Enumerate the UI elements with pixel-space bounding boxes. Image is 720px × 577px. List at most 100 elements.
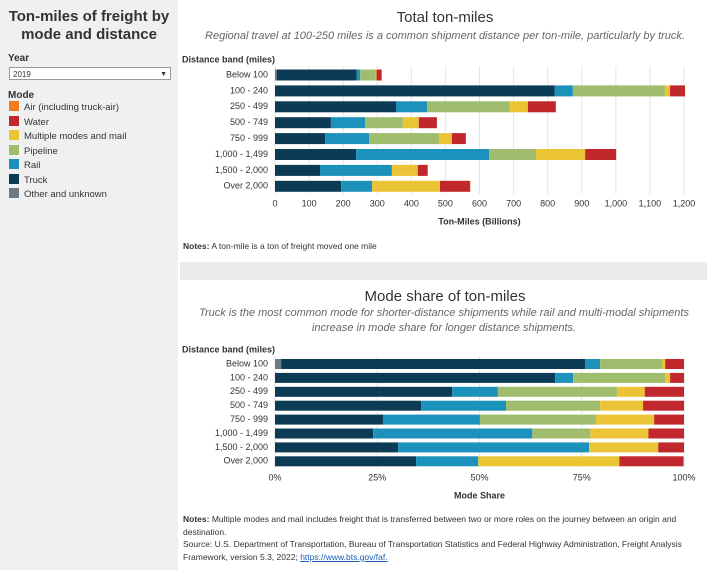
y-tick-label: 1,000 - 1,499 <box>215 149 268 159</box>
legend-item[interactable]: Water <box>9 115 49 129</box>
legend-swatch <box>9 173 19 184</box>
x-tick-label: 0% <box>268 472 281 482</box>
sidebar-title: Ton-miles of freight by mode and distanc… <box>8 8 170 43</box>
bar-segment: Multiple modes and mail <box>536 149 586 160</box>
bar-segment: Water <box>665 359 684 369</box>
bar-segment: Pipeline <box>532 428 591 439</box>
legend-item[interactable]: Multiple modes and mail <box>9 130 127 143</box>
x-tick-label: 0 <box>272 198 277 208</box>
notes-text: Multiple modes and mail includes freight… <box>183 514 677 537</box>
y-tick-label: Over 2,000 <box>223 456 268 466</box>
chart-subtitle: Regional travel at 100-250 miles is a co… <box>205 30 685 42</box>
x-tick-label: 400 <box>404 198 419 208</box>
bar-segment: Pipeline <box>489 149 537 160</box>
bar-segment: Multiple modes and mail <box>438 133 452 145</box>
dropdown-arrow[interactable]: ▼ <box>160 71 167 78</box>
bar-segment: Rail <box>319 164 392 176</box>
bar-segment: Multiple modes and mail <box>665 372 671 383</box>
mode-label: Mode <box>8 90 35 101</box>
y-axis-title: Distance band (miles) <box>182 344 275 354</box>
source-link[interactable]: https://www.bts.gov/faf. <box>300 551 388 562</box>
bar-segment: Multiple modes and mail <box>664 85 671 97</box>
bar-segment: Rail <box>356 149 490 160</box>
bar-segment: Water <box>376 69 382 81</box>
x-tick-label: 700 <box>506 198 521 208</box>
bar-segment: Water <box>658 442 684 453</box>
notes-label: Notes: <box>183 514 210 524</box>
bar-segment: Multiple modes and mail <box>662 359 666 369</box>
bar-segment: Multiple modes and mail <box>391 164 418 176</box>
sidebar: Ton-miles of freight by mode and distanc… <box>0 0 178 570</box>
x-tick-label: 50% <box>470 472 488 482</box>
bar-segment: Pipeline <box>427 101 510 113</box>
legend-label: Multiple modes and mail <box>24 131 127 142</box>
bar-segment: Multiple modes and mail <box>375 69 377 81</box>
bar-segment: Pipeline <box>479 414 597 425</box>
bar-segment: Pipeline <box>573 372 666 383</box>
legend-item[interactable]: Air (including truck-air) <box>9 101 120 114</box>
bar-segment: Pipeline <box>360 69 376 81</box>
legend-label: Air (including truck-air) <box>24 102 120 113</box>
bar-segment: Multiple modes and mail <box>478 456 620 467</box>
bar-segment: Truck <box>275 428 374 439</box>
bar-segment: Water <box>439 180 470 192</box>
bar-segment: Rail <box>585 359 601 369</box>
bar-segment: Pipeline <box>600 359 663 369</box>
legend-swatch <box>9 159 19 170</box>
legend-label: Water <box>24 116 49 128</box>
y-axis-title: Distance band (miles) <box>182 54 275 64</box>
y-tick-label: 250 - 499 <box>230 101 268 111</box>
legend-label: Rail <box>24 160 41 171</box>
bar-segment: Truck <box>276 69 357 81</box>
bar-segment: Rail <box>452 386 498 397</box>
source-label: Source: <box>183 539 213 549</box>
chart: 0% 25% 50% 75% 100% Mode Share Distance band (… <box>182 344 696 500</box>
bar-segment: Truck <box>275 164 320 176</box>
y-tick-label: Below 100 <box>226 69 268 79</box>
legend-label: Pipeline <box>24 145 58 157</box>
y-tick-label: 750 - 999 <box>230 133 268 143</box>
x-axis-title: Mode Share <box>454 490 505 500</box>
bar-segment: Rail <box>341 180 373 192</box>
y-tick-label: 500 - 749 <box>230 400 268 410</box>
legend-swatch <box>9 101 19 112</box>
x-tick-label: 1,200 <box>673 198 696 208</box>
bar-segment: Multiple modes and mail <box>600 400 644 411</box>
y-tick-label: 1,500 - 2,000 <box>215 442 268 452</box>
legend-item[interactable]: Pipeline <box>9 144 58 158</box>
bar-segment: Water <box>418 117 437 129</box>
legend-item[interactable]: Other and unknown <box>9 188 107 201</box>
bar-segment: Truck <box>275 400 422 411</box>
bar-segment: Water <box>670 85 686 97</box>
bar-segment: Water <box>619 456 684 467</box>
y-tick-label: 250 - 499 <box>230 386 268 396</box>
x-tick-label: 200 <box>336 198 351 208</box>
legend-item[interactable]: Truck <box>9 173 47 187</box>
y-tick-label: 1,500 - 2,000 <box>215 165 268 175</box>
notes-text: A ton-mile is a ton of freight moved one… <box>211 241 377 251</box>
bar-segment: Rail <box>382 414 480 425</box>
bar-segment: Rail <box>373 428 533 439</box>
year-value: 2019 <box>13 70 31 79</box>
x-tick-label: 1,100 <box>639 198 662 208</box>
bar-segment: Multiple modes and mail <box>616 386 645 397</box>
legend-item[interactable]: Rail <box>9 159 41 172</box>
y-tick-label: 100 - 240 <box>230 85 268 95</box>
bar-segment: Water <box>585 149 617 160</box>
bar-segment: Multiple modes and mail <box>590 428 649 439</box>
bar-segment: Multiple modes and mail <box>589 442 659 453</box>
x-tick-label: 1,000 <box>605 198 628 208</box>
legend-swatch <box>9 144 19 155</box>
bar-segment: Pipeline <box>497 386 617 397</box>
year-dropdown[interactable]: 2019 ▼ <box>9 67 171 80</box>
bar-segment: Truck <box>275 456 417 467</box>
notes-bottom: Notes: Multiple modes and mail includes … <box>183 513 705 563</box>
bar-segment: Truck <box>275 85 555 97</box>
x-tick-label: 75% <box>573 472 591 482</box>
legend-label: Other and unknown <box>24 189 107 200</box>
y-tick-label: 100 - 240 <box>230 372 268 382</box>
bar-segment: Truck <box>275 442 399 453</box>
bar-segment: Truck <box>275 372 556 383</box>
bar-segment: Multiple modes and mail <box>509 101 528 113</box>
